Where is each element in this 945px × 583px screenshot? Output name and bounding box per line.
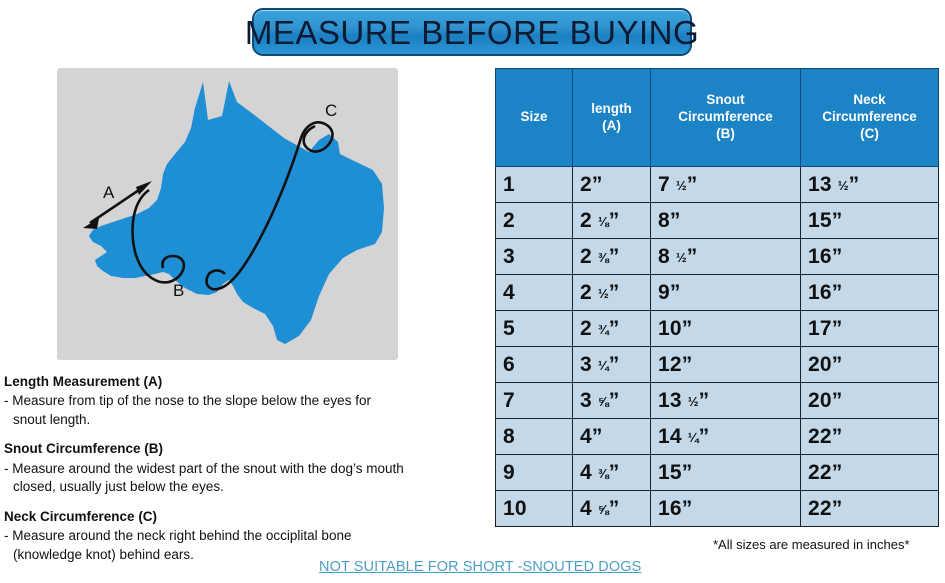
cell-size: 8	[495, 418, 573, 455]
cell-length: 2 ½”	[572, 274, 651, 311]
cell-size: 9	[495, 454, 573, 491]
cell-size: 7	[495, 382, 573, 419]
cell-snout: 12”	[650, 346, 801, 383]
cell-size: 10	[495, 490, 573, 527]
measurement-b-loop	[131, 188, 186, 284]
column-header-snout-line1: Snout	[706, 92, 745, 108]
table-row: 10 4 ⅝” 16” 22”	[495, 490, 939, 527]
column-header-snout: Snout Circumference (B)	[650, 68, 801, 167]
cell-snout: 8”	[650, 202, 801, 239]
cell-snout: 8 ½”	[650, 238, 801, 275]
cell-neck: 16”	[800, 238, 939, 275]
measurement-c-label: C	[325, 101, 337, 120]
cell-neck: 15”	[800, 202, 939, 239]
instruction-snout-line2: closed, usually just below the eyes.	[13, 479, 224, 495]
instruction-neck-line2: (knowledge knot) behind ears.	[13, 546, 194, 562]
instruction-length-body: - Measure from tip of the nose to the sl…	[4, 392, 486, 429]
table-row: 8 4” 14 ¼” 22”	[495, 418, 939, 455]
page-title: MEASURE BEFORE BUYING	[244, 13, 700, 51]
instruction-neck-line1: - Measure around the neck right behind t…	[4, 528, 352, 544]
instruction-snout: Snout Circumference (B) - Measure around…	[4, 440, 486, 496]
cell-snout: 13 ½”	[650, 382, 801, 419]
measurement-a-label: A	[103, 183, 115, 202]
cell-length: 3 ¼”	[572, 346, 651, 383]
cell-snout: 16”	[650, 490, 801, 527]
cell-size: 2	[495, 202, 573, 239]
instruction-neck: Neck Circumference (C) - Measure around …	[4, 508, 486, 564]
column-header-neck: Neck Circumference (C)	[800, 68, 939, 167]
cell-size: 5	[495, 310, 573, 347]
measurement-a-arrowhead-start	[83, 218, 99, 229]
cell-size: 6	[495, 346, 573, 383]
not-suitable-warning-link[interactable]: NOT SUITABLE FOR SHORT -SNOUTED DOGS	[319, 559, 642, 575]
measurement-c-loop	[205, 121, 334, 291]
instruction-length-line1: - Measure from tip of the nose to the sl…	[4, 393, 371, 409]
cell-neck: 22”	[800, 418, 939, 455]
column-header-length-line1: length	[591, 100, 632, 116]
dog-head-diagram: B C A	[83, 81, 384, 344]
cell-neck: 20”	[800, 346, 939, 383]
size-chart-header: Size length (A) Snout Circumference (B) …	[495, 68, 939, 167]
cell-size: 4	[495, 274, 573, 311]
cell-length: 4 ⅝”	[572, 490, 651, 527]
measurement-a-arrow	[89, 184, 146, 225]
column-header-size: Size	[495, 68, 573, 167]
column-header-size-line1: Size	[520, 109, 548, 125]
instruction-snout-body: - Measure around the widest part of the …	[4, 460, 486, 497]
cell-neck: 20”	[800, 382, 939, 419]
instruction-length-line2: snout length.	[13, 411, 91, 427]
table-row: 1 2” 7 ½” 13 ½”	[495, 166, 939, 203]
cell-length: 2 ⅜”	[572, 238, 651, 275]
measurement-b-label: B	[173, 281, 184, 300]
cell-neck: 17”	[800, 310, 939, 347]
cell-length: 4 ⅜”	[572, 454, 651, 491]
cell-size: 3	[495, 238, 573, 275]
dog-illustration-panel: B C A	[57, 68, 398, 360]
cell-length: 2 ¾”	[572, 310, 651, 347]
cell-length: 3 ⅝”	[572, 382, 651, 419]
cell-neck: 22”	[800, 490, 939, 527]
cell-snout: 15”	[650, 454, 801, 491]
cell-length: 2 ⅛”	[572, 202, 651, 239]
cell-neck: 22”	[800, 454, 939, 491]
table-header-row: Size length (A) Snout Circumference (B) …	[495, 68, 939, 167]
size-chart-table: Size length (A) Snout Circumference (B) …	[495, 68, 939, 527]
cell-neck: 16”	[800, 274, 939, 311]
column-header-snout-line3: (B)	[716, 125, 735, 141]
measurement-a-arrowhead-end	[136, 181, 152, 195]
units-note: *All sizes are measured in inches*	[713, 537, 910, 552]
cell-snout: 7 ½”	[650, 166, 801, 203]
column-header-length: length (A)	[572, 68, 651, 167]
cell-size: 1	[495, 166, 573, 203]
column-header-length-line2: (A)	[602, 117, 621, 133]
column-header-neck-line1: Neck	[853, 92, 886, 108]
title-banner: MEASURE BEFORE BUYING	[245, 8, 699, 56]
cell-snout: 10”	[650, 310, 801, 347]
instruction-snout-heading: Snout Circumference (B)	[4, 441, 164, 457]
instruction-length-heading: Length Measurement (A)	[4, 374, 163, 389]
dog-jaw-detail	[89, 226, 101, 242]
measurement-instructions: Length Measurement (A) - Measure from ti…	[4, 373, 486, 575]
instruction-length: Length Measurement (A) - Measure from ti…	[4, 373, 486, 429]
instruction-neck-heading: Neck Circumference (C)	[4, 508, 158, 524]
dog-head-silhouette	[89, 81, 384, 344]
column-header-snout-line2: Circumference	[678, 109, 773, 125]
cell-snout: 14 ¼”	[650, 418, 801, 455]
instruction-neck-body: - Measure around the neck right behind t…	[4, 527, 486, 564]
column-header-neck-line2: Circumference	[822, 109, 917, 125]
cell-snout: 9”	[650, 274, 801, 311]
cell-length: 2”	[572, 166, 651, 203]
column-header-neck-line3: (C)	[860, 125, 879, 141]
cell-neck: 13 ½”	[800, 166, 939, 203]
cell-length: 4”	[572, 418, 651, 455]
instruction-snout-line1: - Measure around the widest part of the …	[4, 460, 404, 476]
size-chart-body: 1 2” 7 ½” 13 ½” 2 2 ⅛” 8” 15” 3 2 ⅜” 8 ½” 16” 4 2 ½” 9…	[495, 166, 939, 527]
